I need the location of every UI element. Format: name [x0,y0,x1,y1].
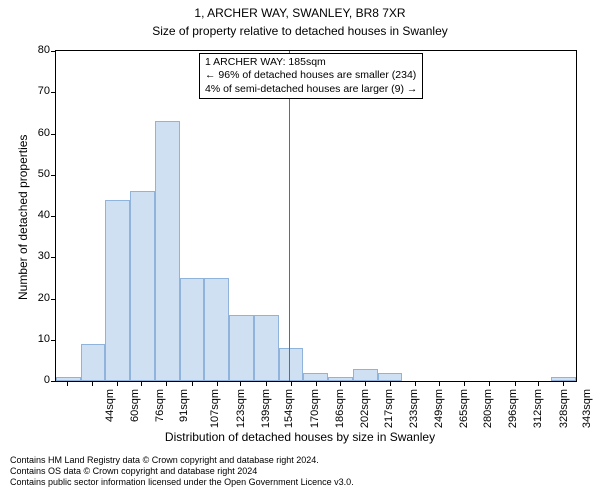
x-tick-label: 265sqm [458,389,470,428]
x-tick [217,381,218,386]
x-tick [538,381,539,386]
x-tick [365,381,366,386]
x-axis-label: Distribution of detached houses by size … [0,430,600,444]
x-tick [240,381,241,386]
x-tick [117,381,118,386]
y-tick [51,340,56,341]
y-tick [51,51,56,52]
histogram-bar [81,344,106,381]
y-tick-label: 80 [22,44,50,56]
histogram-bar [155,121,180,381]
x-tick [67,381,68,386]
x-tick [166,381,167,386]
x-tick-label: 123sqm [235,389,247,428]
x-tick-label: 91sqm [178,389,190,422]
x-tick [291,381,292,386]
x-tick-label: 343sqm [581,389,593,428]
x-tick-label: 139sqm [260,389,272,428]
annotation-line: 1 ARCHER WAY: 185sqm [205,56,417,69]
histogram-bar [353,369,378,381]
x-tick [266,381,267,386]
annotation-box: 1 ARCHER WAY: 185sqm← 96% of detached ho… [199,53,423,98]
x-tick-label: 233sqm [408,389,420,428]
chart-container: { "header": { "line1": "1, ARCHER WAY, S… [0,0,600,500]
x-tick-label: 186sqm [334,389,346,428]
x-tick-label: 312sqm [532,389,544,428]
x-tick [563,381,564,386]
y-tick-label: 70 [22,85,50,97]
y-tick [51,381,56,382]
histogram-bar [204,278,229,381]
x-tick [92,381,93,386]
plot-area: 0102030405060708044sqm60sqm76sqm91sqm107… [55,50,577,382]
x-tick-label: 249sqm [433,389,445,428]
y-tick [51,257,56,258]
histogram-bar [378,373,403,381]
histogram-bar [105,200,130,382]
y-tick [51,134,56,135]
y-tick-label: 20 [22,292,50,304]
histogram-bar [328,377,353,381]
x-tick-label: 296sqm [507,389,519,428]
x-tick-label: 217sqm [383,389,395,428]
credit-line: Contains HM Land Registry data © Crown c… [10,455,354,466]
histogram-bar [229,315,254,381]
y-tick [51,216,56,217]
histogram-bar [303,373,328,381]
x-tick [316,381,317,386]
x-tick [439,381,440,386]
credit-line: Contains public sector information licen… [10,477,354,488]
y-tick [51,92,56,93]
y-tick-label: 40 [22,209,50,221]
y-tick [51,299,56,300]
annotation-line: ← 96% of detached houses are smaller (23… [205,69,417,82]
title-line-2: Size of property relative to detached ho… [0,24,600,38]
histogram-bar [56,377,81,381]
x-tick-label: 170sqm [309,389,321,428]
title-line-1: 1, ARCHER WAY, SWANLEY, BR8 7XR [0,6,600,20]
x-tick [390,381,391,386]
x-tick-label: 76sqm [154,389,166,422]
x-tick-label: 202sqm [359,389,371,428]
histogram-bar [254,315,279,381]
x-tick-label: 328sqm [558,389,570,428]
x-tick [489,381,490,386]
x-tick-label: 107sqm [209,389,221,428]
x-tick-label: 280sqm [482,389,494,428]
x-tick [192,381,193,386]
x-tick [515,381,516,386]
credit-line: Contains OS data © Crown copyright and d… [10,466,354,477]
y-tick [51,175,56,176]
y-tick-label: 50 [22,168,50,180]
histogram-bar [279,348,304,381]
x-tick [141,381,142,386]
y-tick-label: 10 [22,333,50,345]
annotation-line: 4% of semi-detached houses are larger (9… [205,83,417,96]
x-tick [340,381,341,386]
x-tick-label: 44sqm [104,389,116,422]
histogram-bar [180,278,205,381]
histogram-bar [130,191,155,381]
y-tick-label: 0 [22,374,50,386]
reference-line [289,51,290,381]
x-tick [415,381,416,386]
x-tick-label: 154sqm [284,389,296,428]
histogram-bar [551,377,576,381]
y-tick-label: 60 [22,127,50,139]
credit-text: Contains HM Land Registry data © Crown c… [10,455,354,487]
x-tick-label: 60sqm [129,389,141,422]
x-tick [464,381,465,386]
y-tick-label: 30 [22,250,50,262]
